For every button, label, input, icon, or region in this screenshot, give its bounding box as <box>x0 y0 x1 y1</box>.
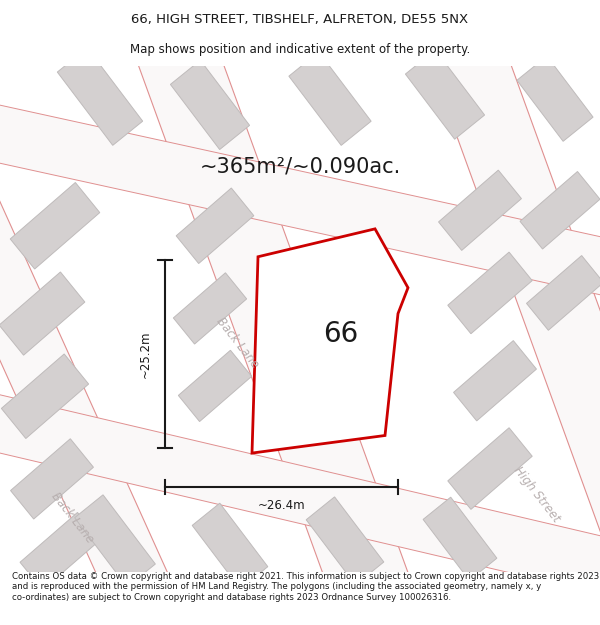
Polygon shape <box>520 171 600 249</box>
Text: Contains OS data © Crown copyright and database right 2021. This information is : Contains OS data © Crown copyright and d… <box>12 572 599 602</box>
Text: ~25.2m: ~25.2m <box>139 330 151 378</box>
Polygon shape <box>170 60 250 149</box>
Polygon shape <box>192 503 268 589</box>
Polygon shape <box>11 439 94 519</box>
Polygon shape <box>173 272 247 344</box>
Polygon shape <box>176 188 254 264</box>
Text: 66, HIGH STREET, TIBSHELF, ALFRETON, DE55 5NX: 66, HIGH STREET, TIBSHELF, ALFRETON, DE5… <box>131 13 469 26</box>
Polygon shape <box>252 229 408 453</box>
Text: 66: 66 <box>323 321 359 348</box>
Text: Map shows position and indicative extent of the property.: Map shows position and indicative extent… <box>130 42 470 56</box>
Polygon shape <box>454 341 536 421</box>
Polygon shape <box>0 100 600 300</box>
Polygon shape <box>306 497 384 585</box>
Text: ~26.4m: ~26.4m <box>257 499 305 512</box>
Polygon shape <box>423 497 497 581</box>
Polygon shape <box>0 272 85 355</box>
Polygon shape <box>425 21 600 625</box>
Polygon shape <box>10 182 100 269</box>
Text: Back Lane: Back Lane <box>48 490 96 546</box>
Polygon shape <box>289 52 371 146</box>
Polygon shape <box>0 134 179 625</box>
Polygon shape <box>20 512 100 590</box>
Polygon shape <box>448 428 532 509</box>
Polygon shape <box>526 256 600 330</box>
Polygon shape <box>74 495 155 587</box>
Polygon shape <box>439 170 521 251</box>
Polygon shape <box>0 389 600 599</box>
Text: ~365m²/~0.090ac.: ~365m²/~0.090ac. <box>199 157 401 177</box>
Polygon shape <box>178 350 251 421</box>
Text: Back Lane: Back Lane <box>213 314 261 371</box>
Polygon shape <box>58 48 143 146</box>
Text: High Street: High Street <box>511 464 563 525</box>
Polygon shape <box>448 252 532 334</box>
Polygon shape <box>133 20 418 625</box>
Polygon shape <box>1 354 89 439</box>
Polygon shape <box>517 56 593 141</box>
Polygon shape <box>406 50 485 139</box>
